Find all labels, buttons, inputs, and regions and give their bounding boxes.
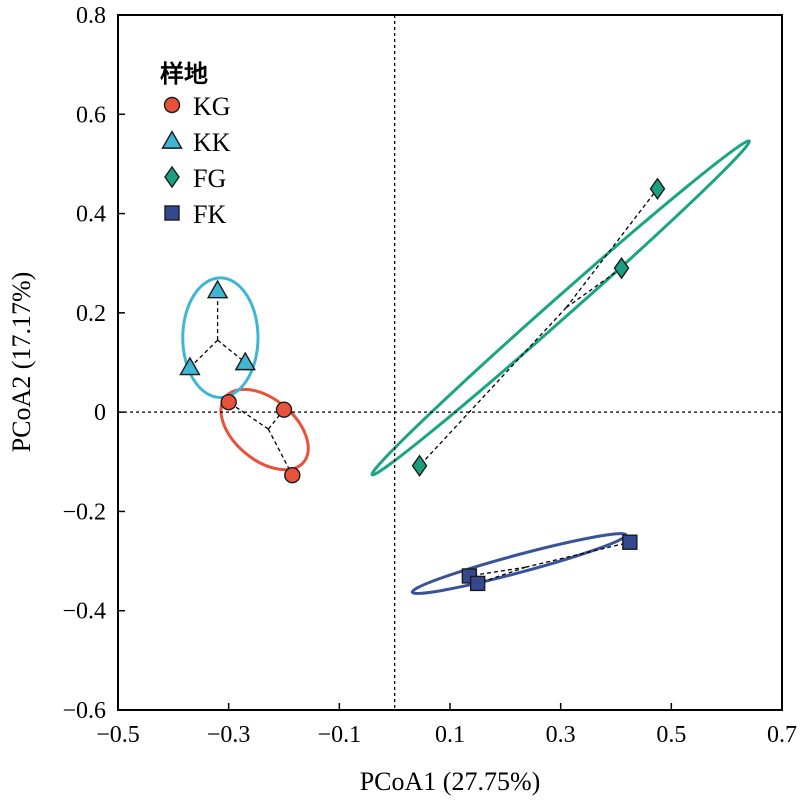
kk-point [234,351,256,371]
fg-legend-marker [164,165,180,189]
kg-ellipse [219,387,310,472]
reference-lines [118,15,782,710]
x-tick-label: 0.7 [767,722,797,748]
x-tick-label: −0.1 [318,722,362,748]
fg-connector [565,267,622,309]
legend: 样地 KG KK FG FK [160,60,231,229]
fk-ellipse [410,532,628,595]
y-tick-label: 0.6 [76,102,106,128]
fk-connector [525,541,630,568]
fk-connector [469,566,526,577]
kg-point [284,466,301,484]
y-tick-label: 0.2 [76,301,106,327]
fk-connector [477,566,526,585]
kg-point [220,394,237,411]
kg-connector [228,401,269,430]
legend-label: FK [193,200,226,229]
y-tick-label: 0.8 [76,3,106,29]
kg-connector [267,428,293,476]
legend-title: 样地 [160,60,208,88]
x-tick-label: 0.1 [435,722,465,748]
kk-connector [189,339,219,368]
x-tick-label: 0.3 [546,722,576,748]
fk-legend-marker [164,205,180,221]
y-tick-label: 0 [94,400,106,426]
fg-connector [419,307,567,467]
y-axis-title: PCoA2 (17.17%) [7,272,36,453]
kk-point [206,279,229,299]
y-tick-label: 0.4 [76,202,106,228]
y-tick-label: −0.4 [62,599,106,625]
x-axis-ticks: −0.5 −0.3 −0.1 0.1 0.3 0.5 0.7 [96,703,797,748]
fk-point [469,575,486,592]
fg-point [649,177,666,200]
confidence-ellipses [181,139,751,595]
legend-label: FG [193,164,226,193]
kk-legend-marker [161,130,183,149]
y-tick-label: −0.6 [62,698,106,724]
x-axis-title: PCoA1 (27.75%) [360,767,541,796]
fg-connector [565,188,659,308]
kk-ellipse [181,276,260,399]
fg-ellipse [370,139,751,477]
fg-point [411,454,428,477]
kk-connector [217,339,246,364]
fg-point [613,256,630,280]
kg-point [275,401,293,418]
fk-point [622,534,638,550]
x-tick-label: −0.5 [96,722,140,748]
y-tick-label: −0.2 [62,499,106,525]
legend-label: KK [193,128,231,157]
x-tick-label: 0.5 [656,722,686,748]
kk-point [179,356,201,376]
kg-legend-marker [163,96,181,114]
y-axis-ticks: −0.6 −0.4 −0.2 0 0.2 0.4 0.6 0.8 [62,3,125,724]
centroid-connectors [189,188,659,585]
x-tick-label: −0.3 [207,722,251,748]
legend-label: KG [193,92,231,121]
data-points [179,177,666,592]
